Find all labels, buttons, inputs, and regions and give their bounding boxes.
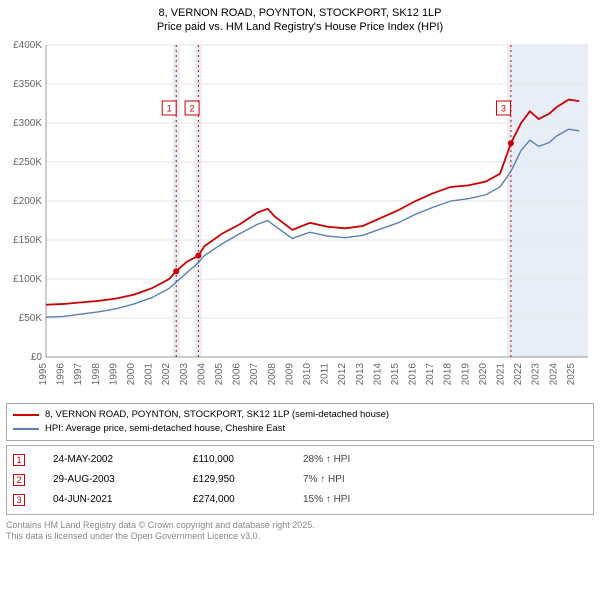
- x-tick-label: 1997: [73, 362, 84, 385]
- x-tick-label: 2006: [232, 362, 243, 385]
- sales-row: 1 24-MAY-2002£110,00028% ↑ HPI: [13, 450, 587, 470]
- x-tick-label: 2000: [126, 362, 137, 385]
- legend-swatch: [13, 414, 39, 416]
- x-tick-label: 2022: [513, 362, 524, 385]
- x-tick-label: 1998: [91, 362, 102, 385]
- x-tick-label: 2007: [249, 362, 260, 385]
- legend-item: 8, VERNON ROAD, POYNTON, STOCKPORT, SK12…: [13, 408, 587, 422]
- y-tick-label: £200K: [13, 196, 42, 207]
- legend-label: 8, VERNON ROAD, POYNTON, STOCKPORT, SK12…: [45, 409, 389, 420]
- x-tick-label: 2004: [196, 362, 207, 385]
- sale-date: 24-MAY-2002: [53, 454, 193, 465]
- callout-label: 1: [167, 103, 172, 113]
- sale-price: £110,000: [193, 454, 303, 465]
- sale-hpi: 15% ↑ HPI: [303, 494, 587, 505]
- sale-date: 29-AUG-2003: [53, 474, 193, 485]
- x-tick-label: 2015: [390, 362, 401, 385]
- x-tick-label: 2005: [214, 362, 225, 385]
- y-tick-label: £100K: [13, 274, 42, 285]
- x-tick-label: 2009: [284, 362, 295, 385]
- x-tick-label: 2017: [425, 362, 436, 385]
- y-tick-label: £350K: [13, 79, 42, 90]
- y-tick-label: £250K: [13, 157, 42, 168]
- y-tick-label: £50K: [19, 313, 43, 324]
- sales-marker: 3: [13, 494, 25, 506]
- chart-container: £0 £50K £100K £150K £200K £250K £300K £350K £400…: [6, 39, 594, 399]
- x-tick-label: 2012: [337, 362, 348, 385]
- sale-date: 04-JUN-2021: [53, 494, 193, 505]
- sale-point: [195, 252, 201, 258]
- legend-item: HPI: Average price, semi-detached house,…: [13, 422, 587, 436]
- sale-hpi: 7% ↑ HPI: [303, 474, 587, 485]
- sales-row: 3 04-JUN-2021£274,00015% ↑ HPI: [13, 490, 587, 510]
- y-tick-label: £0: [31, 352, 43, 363]
- y-tick-label: £300K: [13, 118, 42, 129]
- y-tick-label: £150K: [13, 235, 42, 246]
- x-tick-label: 1996: [56, 362, 67, 385]
- x-tick-label: 2016: [408, 362, 419, 385]
- x-tick-label: 2019: [460, 362, 471, 385]
- x-tick-label: 2002: [161, 362, 172, 385]
- sales-row: 2 29-AUG-2003£129,9507% ↑ HPI: [13, 470, 587, 490]
- price-chart: £0 £50K £100K £150K £200K £250K £300K £350K £400…: [6, 39, 594, 399]
- x-tick-label: 2003: [179, 362, 190, 385]
- sale-point: [508, 140, 514, 146]
- callout-label: 2: [190, 103, 195, 113]
- x-tick-label: 2023: [531, 362, 542, 385]
- callout-label: 3: [501, 103, 506, 113]
- x-tick-label: 2021: [496, 362, 507, 385]
- x-tick-label: 2025: [566, 362, 577, 385]
- footnote-line-1: Contains HM Land Registry data © Crown c…: [6, 520, 594, 532]
- footnote-line-2: This data is licensed under the Open Gov…: [6, 531, 594, 543]
- sale-point: [173, 268, 179, 274]
- attribution-footnote: Contains HM Land Registry data © Crown c…: [6, 520, 594, 543]
- title-line-1: 8, VERNON ROAD, POYNTON, STOCKPORT, SK12…: [6, 6, 594, 20]
- x-tick-label: 2011: [320, 362, 331, 384]
- x-tick-label: 1999: [108, 362, 119, 385]
- x-tick-label: 2010: [302, 362, 313, 385]
- x-tick-label: 2013: [355, 362, 366, 385]
- chart-title: 8, VERNON ROAD, POYNTON, STOCKPORT, SK12…: [6, 6, 594, 35]
- sale-price: £129,950: [193, 474, 303, 485]
- legend: 8, VERNON ROAD, POYNTON, STOCKPORT, SK12…: [6, 403, 594, 441]
- sale-hpi: 28% ↑ HPI: [303, 454, 587, 465]
- sales-table: 1 24-MAY-2002£110,00028% ↑ HPI 2 29-AUG-200…: [6, 445, 594, 515]
- sale-price: £274,000: [193, 494, 303, 505]
- sales-marker: 1: [13, 454, 25, 466]
- title-line-2: Price paid vs. HM Land Registry's House …: [6, 20, 594, 34]
- legend-swatch: [13, 428, 39, 430]
- x-tick-label: 2024: [548, 362, 559, 385]
- x-tick-label: 2001: [144, 362, 155, 385]
- x-tick-label: 2014: [372, 362, 383, 385]
- x-tick-label: 2018: [443, 362, 454, 385]
- x-tick-label: 1995: [38, 362, 49, 385]
- legend-label: HPI: Average price, semi-detached house,…: [45, 423, 285, 434]
- sales-marker: 2: [13, 474, 25, 486]
- y-tick-label: £400K: [13, 40, 42, 51]
- x-tick-label: 2020: [478, 362, 489, 385]
- x-tick-label: 2008: [267, 362, 278, 385]
